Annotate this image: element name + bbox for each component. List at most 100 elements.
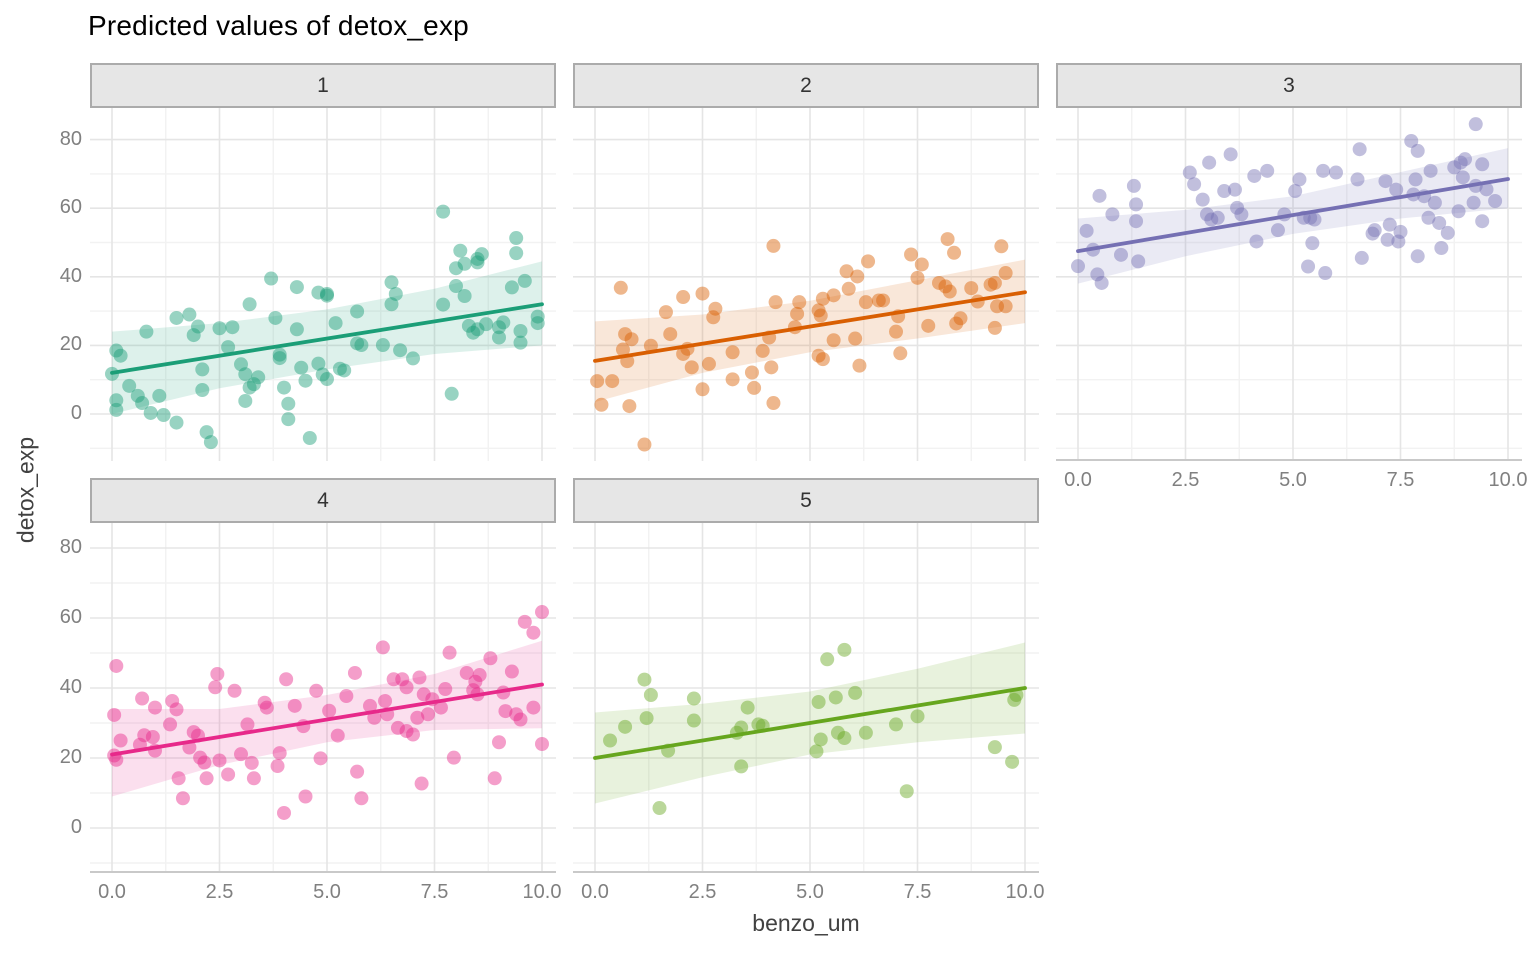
gridlines — [90, 523, 556, 873]
data-point — [107, 707, 122, 722]
y-tick-label: 40 — [59, 264, 82, 287]
data-point — [1307, 212, 1322, 227]
data-point — [517, 614, 532, 629]
data-point — [594, 397, 609, 412]
data-point — [613, 280, 628, 295]
data-point — [406, 351, 420, 366]
data-point — [987, 275, 1002, 290]
data-point — [1129, 197, 1144, 212]
data-point — [684, 360, 699, 375]
data-point — [509, 246, 524, 261]
data-point — [135, 691, 150, 706]
facet-strip-label: 2 — [800, 73, 812, 97]
data-point — [850, 269, 865, 284]
data-point — [246, 771, 261, 786]
data-point — [1410, 249, 1425, 264]
y-tick-label: 60 — [59, 196, 82, 219]
facet-strip-label: 5 — [800, 488, 812, 512]
data-point — [320, 286, 334, 301]
data-point — [904, 247, 919, 262]
data-point — [1204, 212, 1219, 227]
data-point — [433, 700, 448, 715]
data-point — [227, 683, 242, 698]
data-point — [169, 310, 184, 325]
data-point — [322, 703, 337, 718]
data-point — [459, 665, 474, 680]
plot-title: Predicted values of detox_exp — [88, 10, 469, 41]
data-point — [277, 380, 291, 395]
data-point — [298, 789, 313, 804]
data-point — [910, 270, 925, 285]
data-point — [1200, 207, 1214, 222]
data-point — [658, 305, 673, 320]
data-point — [221, 340, 236, 355]
data-point — [143, 405, 158, 420]
data-point — [234, 357, 248, 372]
data-point — [899, 784, 914, 799]
data-point — [605, 374, 620, 389]
data-point — [517, 273, 532, 288]
data-point — [281, 412, 296, 427]
data-point — [479, 317, 494, 332]
data-point — [234, 747, 248, 762]
data-point — [1129, 214, 1144, 229]
data-point — [242, 297, 257, 312]
data-point — [438, 682, 453, 697]
y-tick-label: 80 — [59, 127, 82, 150]
data-point — [113, 733, 128, 748]
data-point — [695, 382, 710, 397]
data-point — [1079, 223, 1094, 238]
x-tick-label: 7.5 — [1386, 469, 1415, 491]
data-point — [590, 374, 605, 389]
y-tick-label: 80 — [59, 536, 82, 558]
data-point — [109, 343, 124, 358]
data-point — [1249, 234, 1264, 249]
data-point — [848, 685, 863, 700]
data-point — [470, 251, 485, 266]
data-point — [449, 261, 463, 276]
data-point — [264, 271, 279, 286]
data-point — [446, 750, 461, 765]
data-point — [725, 372, 740, 387]
data-point — [339, 689, 354, 704]
data-point — [1202, 155, 1217, 170]
data-point — [442, 645, 457, 660]
data-point — [708, 301, 723, 316]
gridlines — [573, 523, 1039, 873]
data-point — [513, 335, 528, 350]
data-point — [328, 316, 343, 331]
gridlines — [90, 108, 556, 461]
data-point — [526, 625, 541, 640]
data-point — [436, 204, 451, 219]
x-tick-label: 10.0 — [1488, 469, 1528, 491]
data-point — [289, 280, 304, 295]
data-point — [350, 304, 365, 319]
data-point — [453, 243, 468, 258]
facet-strip-2: 2 — [573, 63, 1039, 108]
y-tick-label: 20 — [59, 746, 82, 768]
data-point — [354, 791, 369, 806]
data-point — [994, 239, 1009, 254]
data-point — [378, 693, 393, 708]
data-point — [1432, 215, 1447, 230]
data-point — [1458, 152, 1472, 167]
data-point — [809, 744, 824, 759]
data-point — [964, 281, 979, 296]
data-point — [852, 358, 867, 373]
x-tick-label: 0.0 — [1064, 469, 1092, 491]
data-point — [225, 320, 240, 335]
data-point — [504, 664, 519, 679]
data-point — [487, 771, 502, 786]
data-point — [268, 310, 283, 325]
facet-strip-4: 4 — [90, 478, 556, 523]
facet-panel-4 — [90, 523, 556, 873]
data-point — [858, 725, 873, 740]
data-point — [725, 345, 740, 360]
confidence-band — [595, 259, 1025, 402]
data-point — [1423, 163, 1438, 178]
data-point — [135, 396, 150, 411]
regression-line — [110, 682, 544, 757]
data-point — [858, 295, 873, 310]
data-point — [470, 322, 485, 337]
data-point — [513, 712, 528, 727]
